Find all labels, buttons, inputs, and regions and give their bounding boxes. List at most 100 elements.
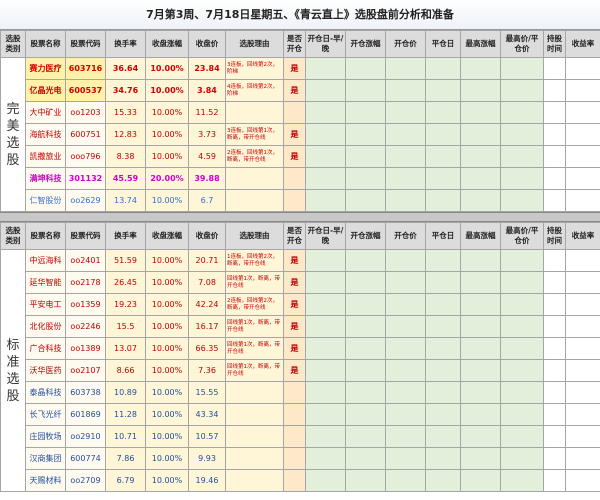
empty-cell bbox=[565, 57, 600, 80]
column-header: 平仓日 bbox=[425, 30, 461, 58]
name-cell: 大中矿业 bbox=[25, 101, 66, 124]
column-header: 股票代码 bbox=[65, 30, 106, 58]
code-cell: oo2107 bbox=[65, 359, 106, 382]
turnover-cell: 6.79 bbox=[105, 469, 146, 492]
empty-cell bbox=[565, 359, 600, 382]
name-cell: 平安电工 bbox=[25, 293, 66, 316]
stock-row: 汉商集团 600774 7.86 10.00% 9.93 bbox=[1, 447, 600, 470]
empty-cell bbox=[385, 337, 426, 360]
turnover-cell: 8.38 bbox=[105, 145, 146, 168]
empty-cell bbox=[385, 271, 426, 294]
turnover-cell: 13.74 bbox=[105, 189, 146, 212]
empty-cell bbox=[565, 447, 600, 470]
column-header: 开仓涨幅 bbox=[345, 30, 386, 58]
category-label: 标准选股 bbox=[0, 249, 26, 492]
open-cell: 是 bbox=[283, 123, 306, 146]
empty-cell bbox=[345, 359, 386, 382]
reason-cell: 2连板，回线第2次，断离，带开仓线 bbox=[225, 293, 284, 316]
empty-cell bbox=[305, 123, 346, 146]
change-cell: 10.00% bbox=[145, 315, 189, 338]
name-cell: 凯撒旅业 bbox=[25, 145, 66, 168]
empty-cell bbox=[305, 425, 346, 448]
stock-row: 平安电工 oo1359 19.23 10.00% 42.24 2连板，回线第2次，断离，带… bbox=[1, 293, 600, 316]
turnover-cell: 51.59 bbox=[105, 249, 146, 272]
empty-cell bbox=[305, 249, 346, 272]
change-cell: 10.00% bbox=[145, 337, 189, 360]
turnover-cell: 19.23 bbox=[105, 293, 146, 316]
stock-row: 广合科技 oo1389 13.07 10.00% 66.35 回线第1次，断离，带开仓线是 bbox=[1, 337, 600, 360]
code-cell: 301132 bbox=[65, 167, 106, 190]
empty-cell bbox=[345, 403, 386, 426]
empty-cell bbox=[460, 447, 501, 470]
code-cell: oo2709 bbox=[65, 469, 106, 492]
table-body: 选股类别 股票名称 股票代码 换手率 收盘涨幅 收盘价 选股理由 是否开仓 开仓日-早/晚 开仓涨… bbox=[0, 30, 600, 212]
empty-cell bbox=[425, 293, 461, 316]
name-cell: 天赐材料 bbox=[25, 469, 66, 492]
open-cell bbox=[283, 381, 306, 404]
close-cell: 7.08 bbox=[188, 271, 226, 294]
change-cell: 10.00% bbox=[145, 381, 189, 404]
empty-cell bbox=[500, 293, 544, 316]
empty-cell bbox=[425, 315, 461, 338]
open-cell: 是 bbox=[283, 79, 306, 102]
empty-cell bbox=[385, 447, 426, 470]
change-cell: 10.00% bbox=[145, 425, 189, 448]
empty-cell bbox=[425, 447, 461, 470]
empty-cell bbox=[345, 189, 386, 212]
code-cell: ooo796 bbox=[65, 145, 106, 168]
column-header: 收盘价 bbox=[188, 222, 226, 250]
empty-cell bbox=[543, 249, 566, 272]
column-header: 股票名称 bbox=[25, 30, 66, 58]
stock-row: 庄园牧场 oo2910 10.71 10.00% 10.57 bbox=[1, 425, 600, 448]
empty-cell bbox=[425, 425, 461, 448]
change-cell: 10.00% bbox=[145, 447, 189, 470]
stock-row: 标准选股 中远海科 oo2401 51.59 10.00% 20.71 1连板，回线第2次，… bbox=[0, 249, 600, 492]
close-cell: 39.88 bbox=[188, 167, 226, 190]
empty-cell bbox=[305, 381, 346, 404]
turnover-cell: 7.86 bbox=[105, 447, 146, 470]
column-header: 是否开仓 bbox=[283, 222, 306, 250]
empty-cell bbox=[565, 123, 600, 146]
stock-row: 延华智能 oo2178 26.45 10.00% 7.08 回线第1次，断离，带开仓线是 bbox=[1, 271, 600, 294]
open-cell: 是 bbox=[283, 145, 306, 168]
empty-cell bbox=[500, 123, 544, 146]
empty-cell bbox=[425, 337, 461, 360]
header-row: 选股类别 股票名称 股票代码 换手率 收盘涨幅 收盘价 选股理由 是否开仓 开仓日-早/晚 开仓涨… bbox=[0, 30, 600, 58]
empty-cell bbox=[385, 381, 426, 404]
empty-cell bbox=[345, 79, 386, 102]
category-label: 完美选股 bbox=[0, 57, 26, 212]
column-header: 收盘涨幅 bbox=[145, 30, 189, 58]
empty-cell bbox=[425, 189, 461, 212]
empty-cell bbox=[305, 403, 346, 426]
close-cell: 4.59 bbox=[188, 145, 226, 168]
empty-cell bbox=[500, 271, 544, 294]
empty-cell bbox=[425, 469, 461, 492]
empty-cell bbox=[543, 381, 566, 404]
code-cell: oo2401 bbox=[65, 249, 106, 272]
empty-cell bbox=[425, 79, 461, 102]
code-cell: oo1359 bbox=[65, 293, 106, 316]
header-row: 选股类别 股票名称 股票代码 换手率 收盘涨幅 收盘价 选股理由 是否开仓 开仓日-早/晚 开仓涨… bbox=[0, 222, 600, 250]
change-cell: 10.00% bbox=[145, 79, 189, 102]
empty-cell bbox=[543, 359, 566, 382]
column-header: 股票名称 bbox=[25, 222, 66, 250]
empty-cell bbox=[543, 101, 566, 124]
empty-cell bbox=[565, 79, 600, 102]
empty-cell bbox=[345, 57, 386, 80]
open-cell bbox=[283, 101, 306, 124]
close-cell: 6.7 bbox=[188, 189, 226, 212]
empty-cell bbox=[425, 359, 461, 382]
empty-cell bbox=[460, 189, 501, 212]
empty-cell bbox=[565, 167, 600, 190]
empty-cell bbox=[345, 271, 386, 294]
column-header: 平仓日 bbox=[425, 222, 461, 250]
empty-cell bbox=[565, 145, 600, 168]
close-cell: 3.73 bbox=[188, 123, 226, 146]
name-cell: 汉商集团 bbox=[25, 447, 66, 470]
name-cell: 长飞光纤 bbox=[25, 403, 66, 426]
code-cell: oo1389 bbox=[65, 337, 106, 360]
name-cell: 满坤科技 bbox=[25, 167, 66, 190]
code-cell: 600751 bbox=[65, 123, 106, 146]
name-cell: 仁智股份 bbox=[25, 189, 66, 212]
stock-row: 泰晶科技 603738 10.89 10.00% 15.55 bbox=[1, 381, 600, 404]
